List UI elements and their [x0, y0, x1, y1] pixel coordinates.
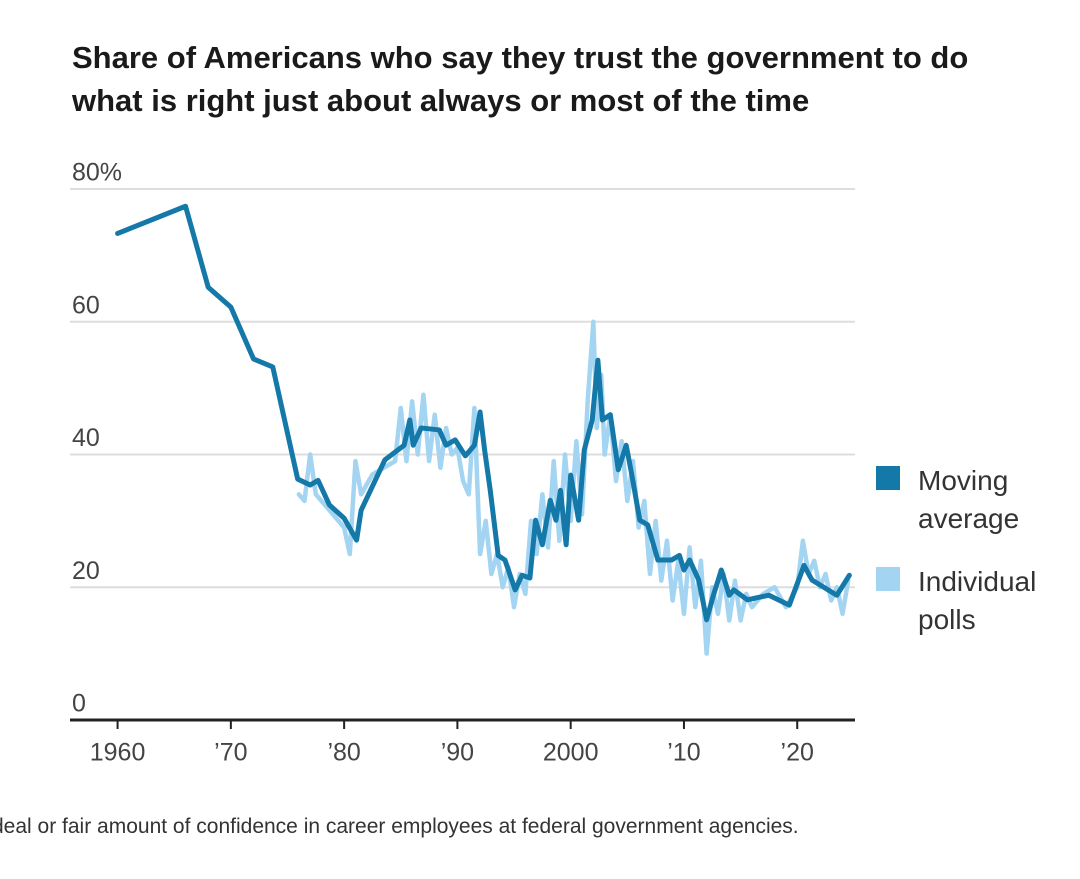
x-tick-label: ’20 [781, 739, 814, 767]
legend-label: Individual polls [918, 566, 1037, 635]
legend-swatch [876, 567, 900, 591]
y-tick-label: 60 [72, 291, 100, 319]
y-tick-label: 0 [72, 690, 86, 718]
y-tick-label: 80% [72, 159, 122, 187]
x-tick-label: ’80 [327, 739, 360, 767]
y-tick-label: 40 [72, 424, 100, 452]
legend-label: Moving average [918, 465, 1020, 534]
chart-title: Share of Americans who say they trust th… [72, 40, 969, 118]
legend-swatch [876, 466, 900, 490]
x-tick-label: 2000 [543, 739, 599, 767]
y-tick-label: 20 [72, 557, 100, 585]
x-tick-label: ’70 [214, 739, 247, 767]
series-line [115, 203, 852, 623]
footnote: deal or fair amount of confidence in car… [0, 815, 799, 838]
x-tick-label: ’90 [441, 739, 474, 767]
x-tick-label: ’10 [667, 739, 700, 767]
x-tick-label: 1960 [90, 739, 146, 767]
